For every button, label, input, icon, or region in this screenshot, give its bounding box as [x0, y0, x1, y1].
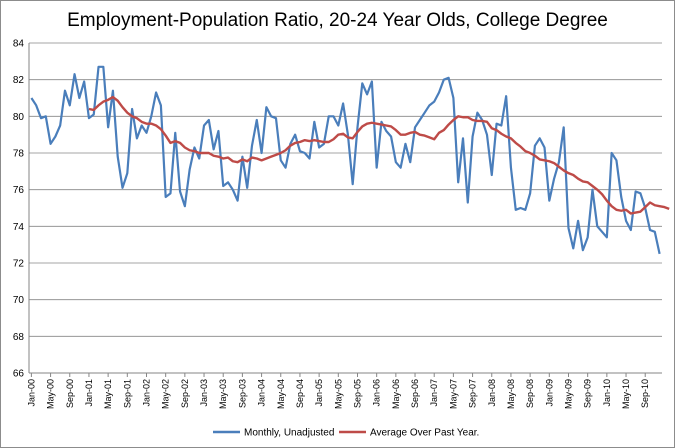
- x-tick-label: Jan-10: [602, 379, 612, 407]
- x-axis-ticks: Jan-00 May-00 Sep-00 Jan-01 May-01 Sep-01 Jan-…: [26, 373, 650, 409]
- y-tick-label: 84: [13, 39, 25, 50]
- x-tick-label: Sep-01: [122, 379, 132, 408]
- x-tick-label: May-04: [276, 379, 286, 409]
- axes: [28, 43, 662, 374]
- y-tick-label: 72: [13, 259, 25, 270]
- x-tick-label: Jan-09: [544, 379, 554, 407]
- chart-title: Employment-Population Ratio, 20-24 Year …: [67, 10, 608, 31]
- y-tick-label: 68: [13, 332, 25, 343]
- x-tick-label: Jan-07: [429, 379, 439, 407]
- x-tick-label: Jan-05: [314, 379, 324, 407]
- x-tick-label: May-03: [218, 379, 228, 409]
- series-line-monthly: [30, 65, 661, 255]
- y-tick-label: 66: [13, 369, 25, 380]
- x-tick-label: Jan-01: [84, 379, 94, 407]
- x-tick-label: Sep-09: [583, 379, 593, 408]
- x-tick-label: May-01: [103, 379, 113, 409]
- y-axis-ticks: 66 68 70 72 74 76 78 80 82 84: [13, 39, 25, 380]
- x-tick-label: May-07: [448, 379, 458, 409]
- x-tick-label: Sep-05: [352, 379, 362, 408]
- series-lines: [30, 65, 670, 255]
- x-tick-label: Jan-04: [257, 379, 267, 407]
- y-tick-label: 70: [13, 295, 25, 306]
- series-line-average: [88, 95, 670, 215]
- legend: Monthly, Unadjusted Average Over Past Ye…: [213, 428, 479, 439]
- x-tick-label: May-08: [506, 379, 516, 409]
- x-tick-label: Jan-08: [487, 379, 497, 407]
- y-tick-label: 80: [13, 112, 25, 123]
- x-tick-label: Sep-10: [640, 379, 650, 408]
- y-tick-label: 78: [13, 149, 25, 160]
- x-tick-label: May-02: [161, 379, 171, 409]
- legend-label-average: Average Over Past Year.: [370, 428, 479, 439]
- y-tick-label: 76: [13, 185, 25, 196]
- x-tick-label: May-09: [563, 379, 573, 409]
- x-tick-label: May-06: [391, 379, 401, 409]
- x-tick-label: Sep-08: [525, 379, 535, 408]
- x-tick-label: May-00: [46, 379, 56, 409]
- x-tick-label: Sep-00: [65, 379, 75, 408]
- y-tick-label: 82: [13, 75, 25, 86]
- x-tick-label: Sep-06: [410, 379, 420, 408]
- x-tick-label: May-05: [333, 379, 343, 409]
- x-tick-label: May-10: [621, 379, 631, 409]
- x-tick-label: Jan-00: [26, 379, 36, 407]
- x-tick-label: Sep-07: [468, 379, 478, 408]
- legend-label-monthly: Monthly, Unadjusted: [244, 428, 334, 439]
- y-tick-label: 74: [13, 222, 25, 233]
- x-tick-label: Sep-03: [237, 379, 247, 408]
- x-tick-label: Jan-03: [199, 379, 209, 407]
- x-tick-label: Sep-04: [295, 379, 305, 408]
- x-tick-label: Sep-02: [180, 379, 190, 408]
- x-tick-label: Jan-02: [141, 379, 151, 407]
- x-tick-label: Jan-06: [372, 379, 382, 407]
